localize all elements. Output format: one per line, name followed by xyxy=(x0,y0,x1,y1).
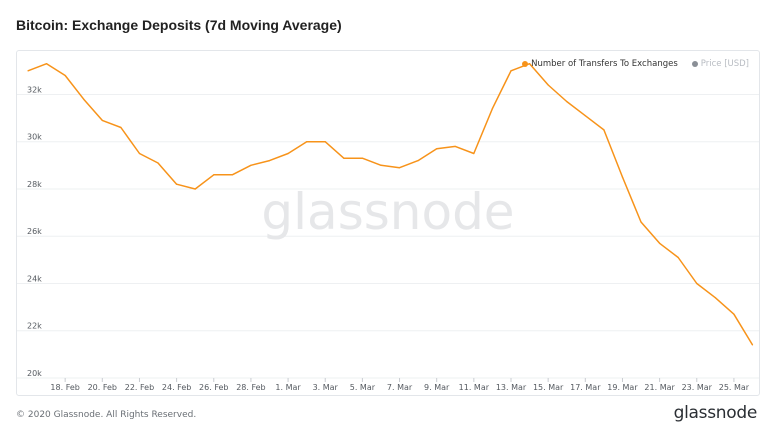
data-point[interactable] xyxy=(101,119,103,122)
x-tick-label: 25. Mar xyxy=(719,383,750,392)
data-point[interactable] xyxy=(677,256,679,259)
x-axis: 18. Feb 20. Feb 22. Feb 24. Feb 26. Feb 28. F… xyxy=(50,378,750,392)
y-axis: 20k 22k 24k 26k 28k 30k 32k xyxy=(27,85,42,378)
y-tick-label: 26k xyxy=(27,227,42,236)
x-tick-label: 18. Feb xyxy=(50,383,79,392)
data-point[interactable] xyxy=(528,63,531,65)
chart-svg: glassnode 20k 22k 24k 26k 28k 30k 32k 18. Feb 2… xyxy=(17,62,759,392)
data-point[interactable] xyxy=(176,183,178,185)
x-tick-label: 1. Mar xyxy=(275,383,301,392)
data-point[interactable] xyxy=(83,98,85,100)
data-point[interactable] xyxy=(231,174,233,176)
series-line-transfers-to-exchanges xyxy=(27,62,754,346)
x-tick-label: 22. Feb xyxy=(125,383,154,392)
x-tick-label: 3. Mar xyxy=(313,383,339,392)
data-point[interactable] xyxy=(343,157,345,159)
data-point[interactable] xyxy=(659,242,661,244)
glassnode-logo[interactable]: glassnode xyxy=(673,403,758,423)
data-point[interactable] xyxy=(454,145,456,148)
x-tick-label: 19. Mar xyxy=(607,383,638,392)
legend: Number of Transfers To Exchanges Price [… xyxy=(522,59,749,69)
data-point[interactable] xyxy=(491,108,494,110)
series-points xyxy=(27,63,754,346)
y-tick-label: 24k xyxy=(27,274,42,283)
x-tick-label: 7. Mar xyxy=(387,383,413,392)
copyright-text: © 2020 Glassnode. All Rights Reserved. xyxy=(16,410,197,420)
x-tick-label: 15. Mar xyxy=(533,383,564,392)
data-point[interactable] xyxy=(603,129,605,131)
data-point[interactable] xyxy=(436,148,438,150)
y-tick-label: 20k xyxy=(27,369,42,378)
data-point[interactable] xyxy=(324,141,326,143)
x-tick-label: 21. Mar xyxy=(644,383,675,392)
legend-label: Price [USD] xyxy=(700,59,749,69)
data-point[interactable] xyxy=(566,100,568,103)
legend-item-price[interactable]: Price [USD] xyxy=(691,59,749,69)
y-tick-label: 32k xyxy=(27,85,42,94)
data-point[interactable] xyxy=(250,164,252,166)
data-point[interactable] xyxy=(268,160,271,162)
data-point[interactable] xyxy=(621,176,624,178)
grid-layer xyxy=(17,93,759,379)
data-point[interactable] xyxy=(120,126,122,129)
data-point[interactable] xyxy=(584,115,586,117)
data-point[interactable] xyxy=(417,160,419,162)
watermark: glassnode xyxy=(261,183,514,241)
data-point[interactable] xyxy=(510,70,512,72)
data-point[interactable] xyxy=(27,70,29,72)
data-point[interactable] xyxy=(751,344,754,346)
data-point[interactable] xyxy=(157,162,159,164)
data-point[interactable] xyxy=(473,152,475,155)
y-tick-label: 28k xyxy=(27,180,42,189)
data-point[interactable] xyxy=(398,167,401,169)
data-point[interactable] xyxy=(380,164,382,166)
data-point[interactable] xyxy=(287,152,289,155)
x-tick-label: 28. Feb xyxy=(236,383,265,392)
data-point[interactable] xyxy=(361,157,363,159)
data-point[interactable] xyxy=(306,141,308,143)
data-point[interactable] xyxy=(213,174,215,176)
chart-title: Bitcoin: Exchange Deposits (7d Moving Av… xyxy=(16,17,342,33)
x-tick-label: 13. Mar xyxy=(496,383,527,392)
legend-dot-icon xyxy=(691,61,698,67)
x-tick-label: 5. Mar xyxy=(350,383,376,392)
y-tick-label: 30k xyxy=(27,133,42,142)
x-tick-label: 20. Feb xyxy=(88,383,117,392)
x-tick-label: 17. Mar xyxy=(570,383,601,392)
data-point[interactable] xyxy=(45,63,48,65)
x-tick-label: 26. Feb xyxy=(199,383,228,392)
x-tick-label: 24. Feb xyxy=(162,383,191,392)
x-tick-label: 9. Mar xyxy=(424,383,450,392)
data-point[interactable] xyxy=(64,74,66,77)
data-point[interactable] xyxy=(733,313,735,315)
y-tick-label: 22k xyxy=(27,322,42,331)
legend-label: Number of Transfers To Exchanges xyxy=(531,59,678,69)
legend-item-transfers[interactable]: Number of Transfers To Exchanges xyxy=(522,59,678,69)
x-tick-label: 23. Mar xyxy=(682,383,713,392)
data-point[interactable] xyxy=(640,221,642,223)
data-point[interactable] xyxy=(696,282,698,285)
chart-card: glassnode 20k 22k 24k 26k 28k 30k 32k 18. Feb 2… xyxy=(16,50,760,396)
data-point[interactable] xyxy=(547,84,549,86)
data-point[interactable] xyxy=(194,188,196,190)
x-tick-label: 11. Mar xyxy=(459,383,490,392)
data-point[interactable] xyxy=(138,152,141,155)
legend-dot-icon xyxy=(522,61,529,67)
data-point[interactable] xyxy=(714,297,716,299)
